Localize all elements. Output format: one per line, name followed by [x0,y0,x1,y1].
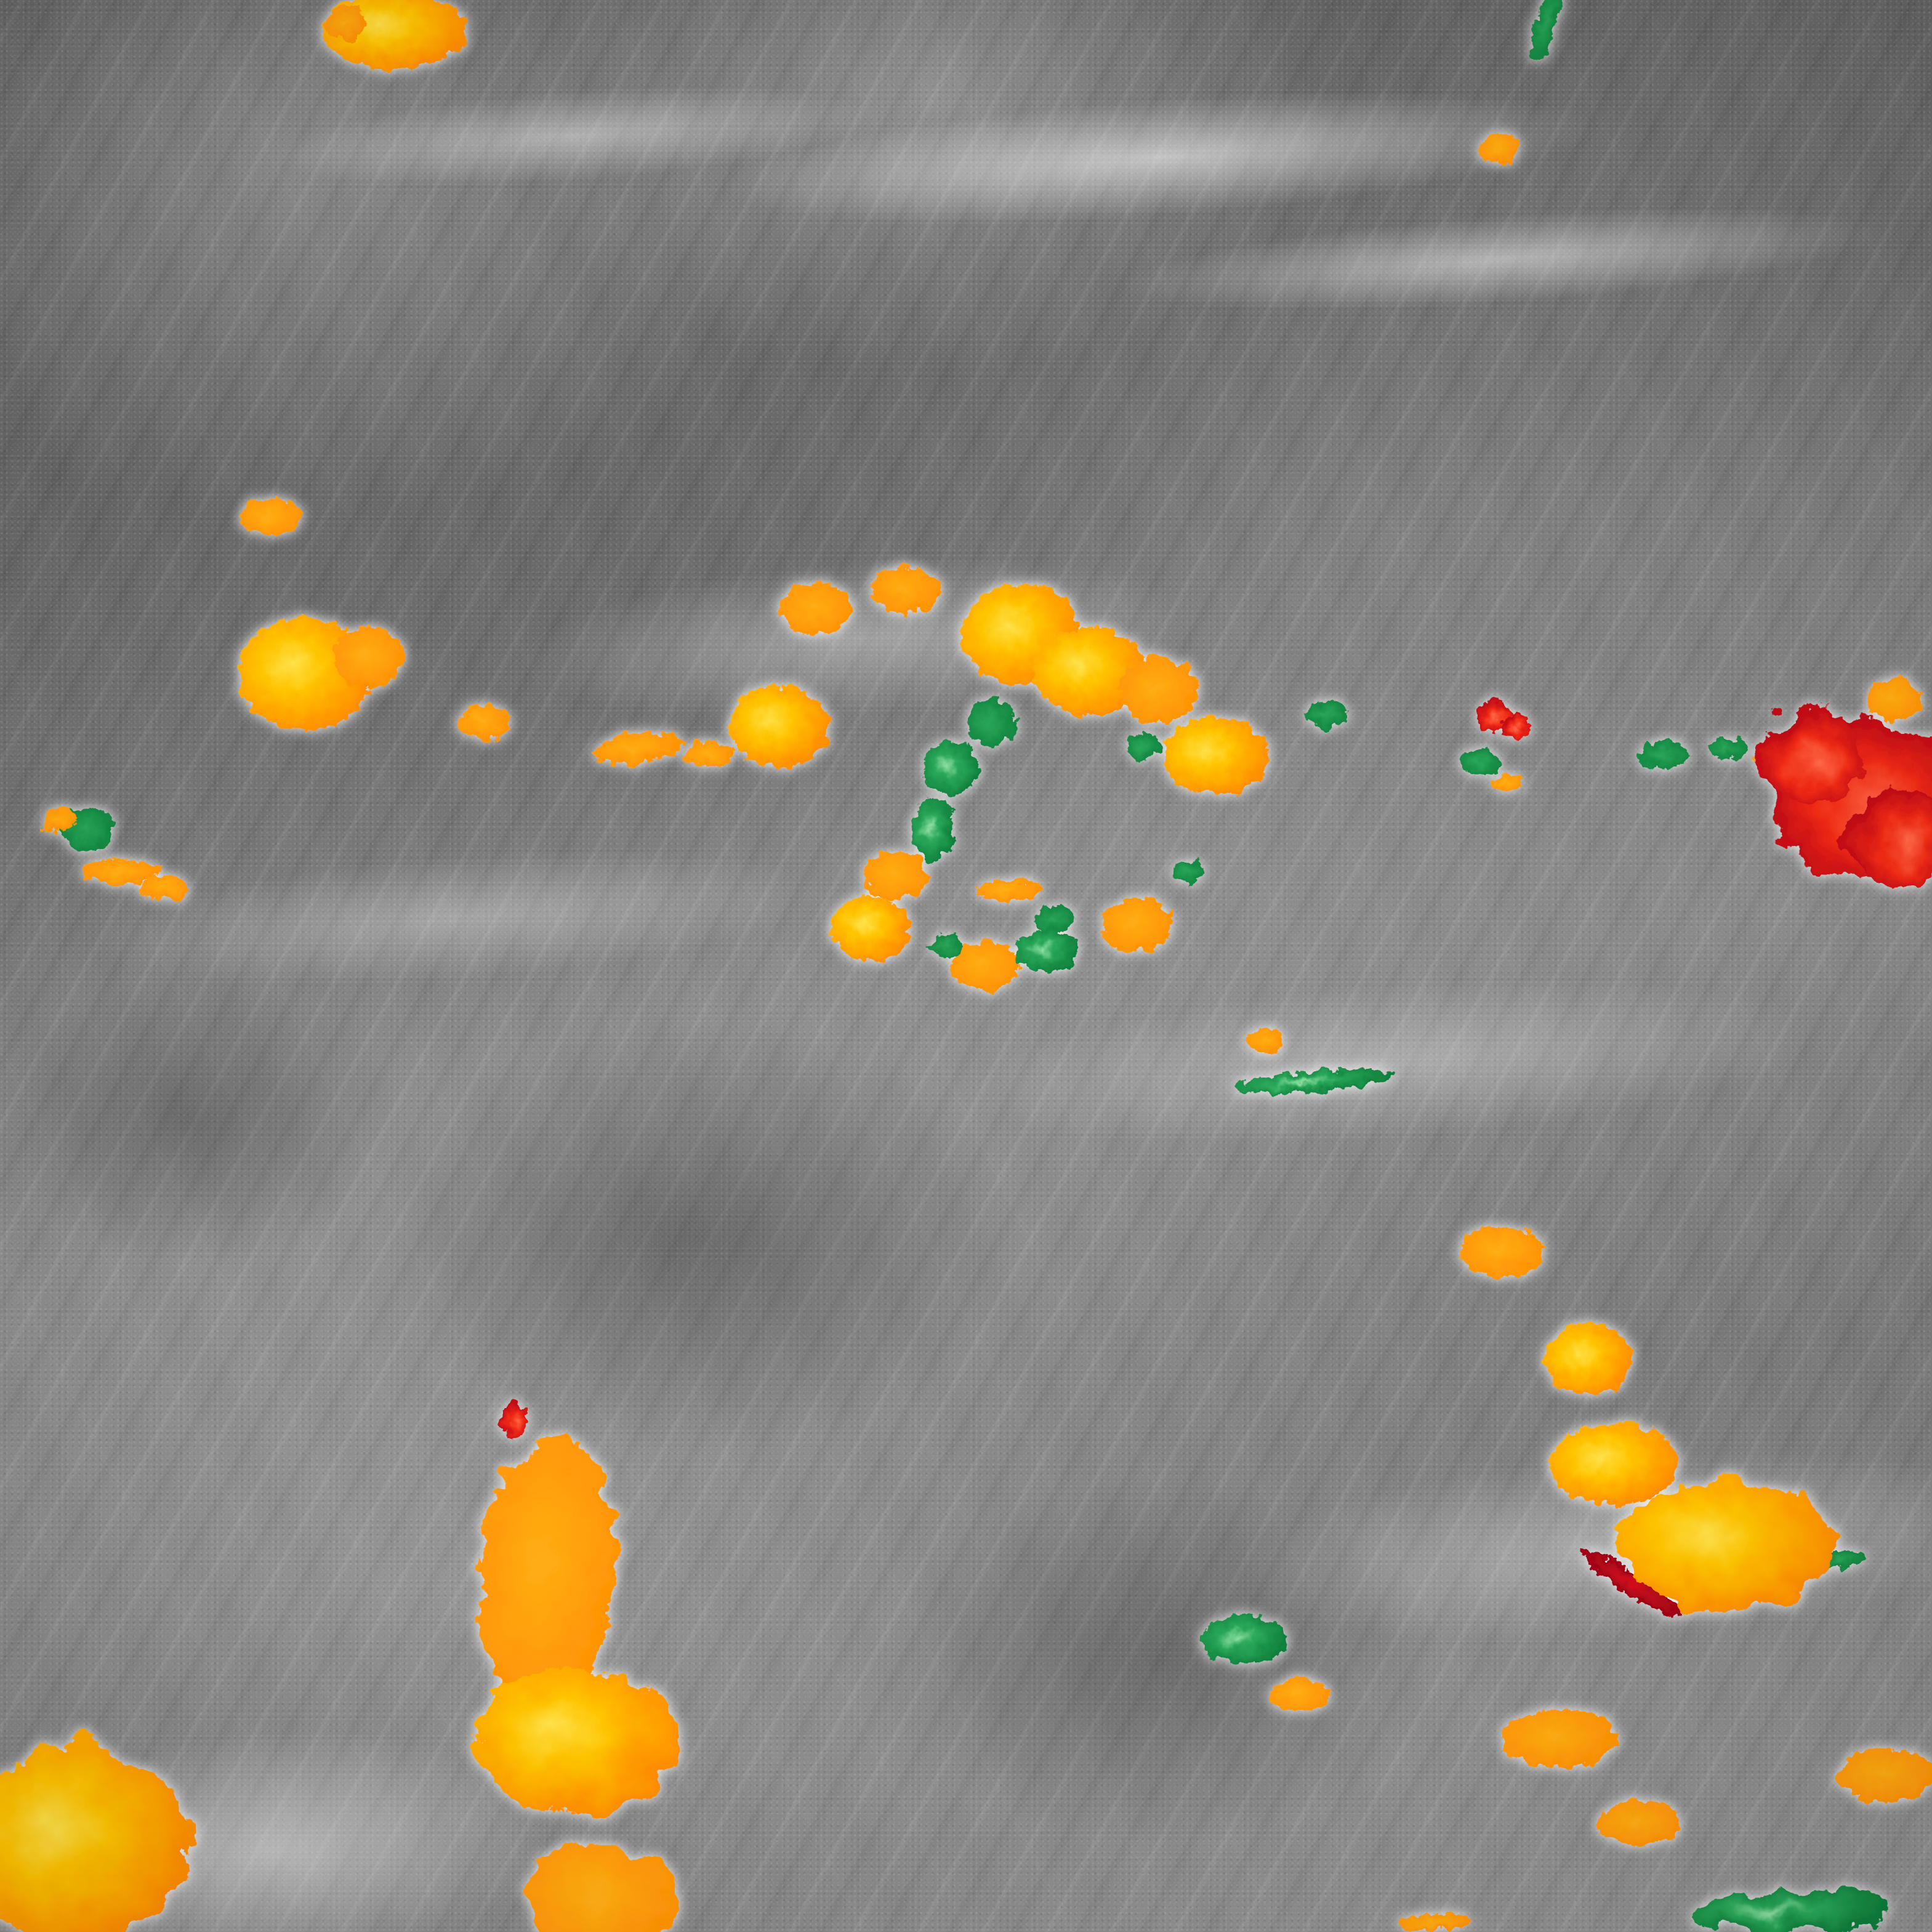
convective-cell [1532,0,1561,58]
convective-cell [1033,627,1146,715]
convective-cell [780,584,851,635]
convective-cell-complex [1687,1888,1884,1932]
convective-cell [728,686,829,767]
convective-cell [335,627,404,688]
convective-cell [1247,1028,1284,1053]
convective-cell [1459,750,1501,775]
convective-cell [1480,133,1519,163]
convective-cell [1639,741,1688,768]
convective-cell [928,935,963,957]
convective-cell [1125,731,1160,761]
convective-cell [457,704,511,739]
convective-cell-group-small [43,0,1932,1930]
convective-cell [1271,1678,1330,1710]
convective-cell [140,875,190,900]
convective-cell [1545,1324,1632,1395]
convective-cell [325,7,367,39]
convective-cell [973,879,1042,901]
convective-cell [1502,1709,1616,1768]
convective-cell [1550,1423,1678,1505]
convective-cell [239,499,303,536]
convective-cell [43,808,75,832]
convective-cell-complex [1619,1483,1836,1611]
convective-cell [1305,701,1349,728]
convective-cell-complex [523,1843,678,1932]
convective-cell [1101,898,1172,952]
convective-cell-mcs [1846,789,1932,885]
convective-cell [1581,1550,1682,1617]
convective-cell-complex [0,1744,188,1932]
convective-cell [864,851,928,900]
convective-cell [1838,1749,1932,1803]
convective-cell [1502,714,1529,739]
convective-cell [951,941,1020,990]
convective-cell [1494,775,1521,792]
convective-cell-complex [476,1668,675,1814]
convective-cell [501,1403,528,1437]
convective-cell [686,740,733,770]
convective-cell-group-large [0,712,1932,1932]
convective-cell [1163,718,1269,794]
convective-cell [912,798,954,862]
convective-cell [1034,905,1074,932]
convective-cell [1708,738,1747,760]
convective-cell [83,859,159,884]
convective-cell [1236,1068,1393,1094]
convective-cell [1462,1225,1543,1277]
convective-cell [593,731,682,765]
convective-cell [1201,1614,1287,1664]
convective-cell [965,700,1017,747]
convective-cell [873,566,940,613]
convective-cell [1119,658,1198,724]
convective-cell [923,741,980,795]
convective-cell [1015,930,1079,972]
convective-cell-mcs [1757,712,1863,803]
convective-cell [1173,861,1203,883]
convective-cell [831,896,912,960]
convective-cell-complex [479,1435,617,1718]
convective-cell [1596,1801,1682,1846]
convective-cell [1867,677,1921,722]
convective-cell [1398,1915,1474,1930]
